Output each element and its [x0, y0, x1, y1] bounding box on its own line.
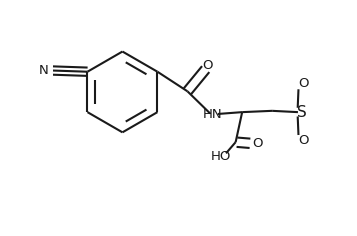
Text: HO: HO — [211, 150, 231, 163]
Text: O: O — [298, 77, 308, 90]
Text: O: O — [252, 137, 262, 150]
Text: HN: HN — [202, 108, 222, 121]
Text: O: O — [202, 59, 213, 72]
Text: S: S — [297, 105, 307, 120]
Text: N: N — [38, 64, 48, 77]
Text: O: O — [298, 134, 308, 147]
